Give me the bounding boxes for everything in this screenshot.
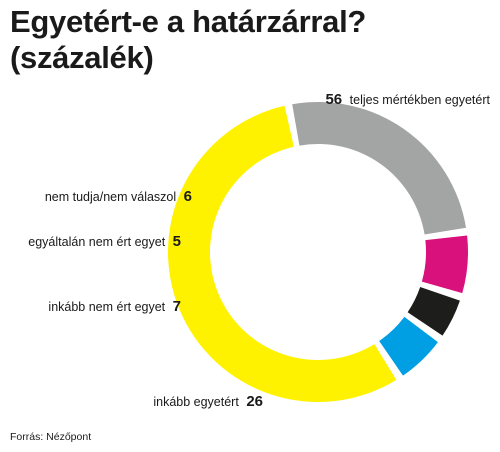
label-nemtudja: nem tudja/nem válaszol 6 — [45, 188, 192, 205]
label-egyaltalan: egyáltalán nem ért egyet 5 — [28, 233, 181, 250]
name-nemtudja: nem tudja/nem válaszol — [45, 190, 176, 204]
source-note: Forrás: Nézőpont — [10, 431, 92, 443]
label-teljes: 56 teljes mértékben egyetért — [325, 91, 490, 108]
value-teljes: 56 — [325, 91, 342, 108]
value-egyaltalan: 5 — [173, 233, 181, 250]
name-egyaltalan: egyáltalán nem ért egyet — [28, 235, 165, 249]
name-inkabb: inkább egyetért — [153, 395, 239, 409]
slice-inkabbnem — [421, 235, 468, 294]
chart-title: Egyetért-e a határzárral? (százalék) — [10, 4, 490, 76]
name-teljes: teljes mértékben egyetért — [350, 93, 491, 107]
slice-egyaltalan — [407, 286, 460, 336]
label-inkabbnem: inkább nem ért egyet 7 — [48, 298, 181, 315]
value-inkabbnem: 7 — [173, 298, 181, 315]
label-inkabb: inkább egyetért 26 — [153, 393, 263, 410]
slice-nemtudja — [379, 316, 438, 376]
value-inkabb: 26 — [246, 393, 263, 410]
name-inkabbnem: inkább nem ért egyet — [48, 300, 165, 314]
chart-title-line-1: Egyetért-e a határzárral? — [10, 4, 367, 39]
slice-inkabb — [292, 102, 467, 235]
value-nemtudja: 6 — [184, 188, 192, 205]
slice-teljes — [167, 105, 397, 402]
donut-slices — [167, 102, 468, 402]
chart-title-line-2: (százalék) — [10, 40, 154, 75]
